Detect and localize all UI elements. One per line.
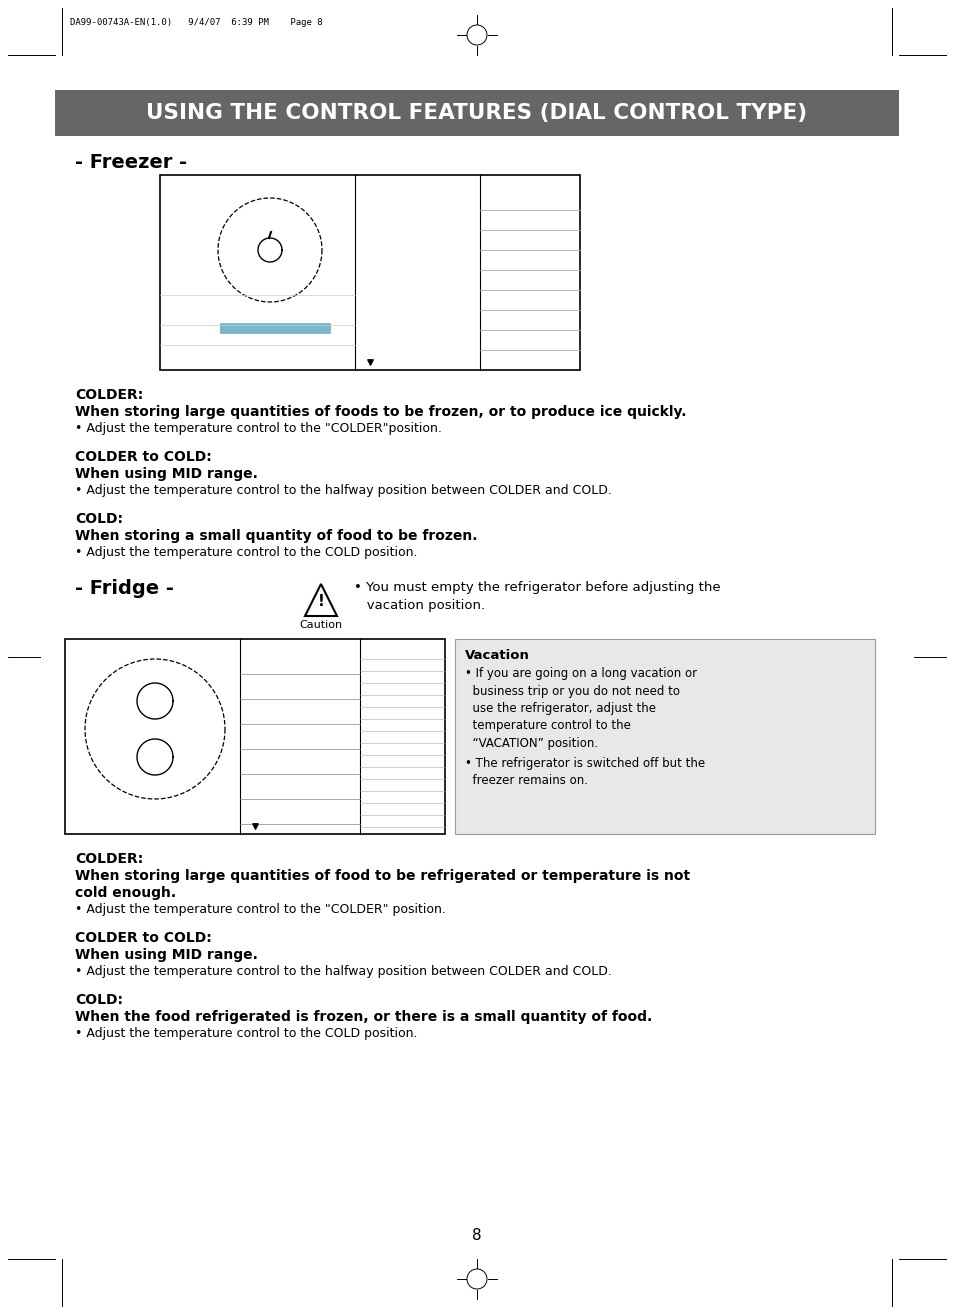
Bar xyxy=(160,175,579,371)
Text: COLDER to COLD:: COLDER to COLD: xyxy=(75,449,212,464)
Text: Caution: Caution xyxy=(299,620,342,629)
Text: COLD:: COLD: xyxy=(75,993,123,1007)
FancyBboxPatch shape xyxy=(55,89,898,137)
Text: When using MID range.: When using MID range. xyxy=(75,466,257,481)
Text: • Adjust the temperature control to the COLD position.: • Adjust the temperature control to the … xyxy=(75,547,417,558)
Text: USING THE CONTROL FEATURES (DIAL CONTROL TYPE): USING THE CONTROL FEATURES (DIAL CONTROL… xyxy=(146,102,807,124)
Text: COLD:: COLD: xyxy=(75,512,123,526)
FancyBboxPatch shape xyxy=(455,639,874,834)
Text: COLDER:: COLDER: xyxy=(75,851,143,866)
Text: COLDER to COLD:: COLDER to COLD: xyxy=(75,932,212,945)
Text: - Fridge -: - Fridge - xyxy=(75,579,173,598)
Text: • Adjust the temperature control to the halfway position between COLDER and COLD: • Adjust the temperature control to the … xyxy=(75,964,611,978)
Text: When the food refrigerated is frozen, or there is a small quantity of food.: When the food refrigerated is frozen, or… xyxy=(75,1010,652,1024)
Text: !: ! xyxy=(317,594,324,610)
Text: • Adjust the temperature control to the halfway position between COLDER and COLD: • Adjust the temperature control to the … xyxy=(75,484,611,497)
Text: - Freezer -: - Freezer - xyxy=(75,152,187,172)
Text: • If you are going on a long vacation or
  business trip or you do not need to
 : • If you are going on a long vacation or… xyxy=(464,668,697,750)
Text: When using MID range.: When using MID range. xyxy=(75,947,257,962)
Bar xyxy=(65,639,444,834)
Text: 8: 8 xyxy=(472,1229,481,1243)
Text: When storing a small quantity of food to be frozen.: When storing a small quantity of food to… xyxy=(75,530,477,543)
Text: • Adjust the temperature control to the "COLDER" position.: • Adjust the temperature control to the … xyxy=(75,903,445,916)
Point xyxy=(362,351,377,372)
Text: • You must empty the refrigerator before adjusting the
   vacation position.: • You must empty the refrigerator before… xyxy=(354,581,720,612)
FancyBboxPatch shape xyxy=(220,323,330,332)
Text: When storing large quantities of foods to be frozen, or to produce ice quickly.: When storing large quantities of foods t… xyxy=(75,405,686,419)
Text: Vacation: Vacation xyxy=(464,649,529,662)
Text: • The refrigerator is switched off but the
  freezer remains on.: • The refrigerator is switched off but t… xyxy=(464,757,704,787)
Point xyxy=(247,816,262,837)
Text: When storing large quantities of food to be refrigerated or temperature is not: When storing large quantities of food to… xyxy=(75,869,689,883)
Text: DA99-00743A-EN(1.0)   9/4/07  6:39 PM    Page 8: DA99-00743A-EN(1.0) 9/4/07 6:39 PM Page … xyxy=(70,18,322,28)
Text: • Adjust the temperature control to the "COLDER"position.: • Adjust the temperature control to the … xyxy=(75,422,441,435)
Text: cold enough.: cold enough. xyxy=(75,886,176,900)
Text: COLDER:: COLDER: xyxy=(75,388,143,402)
Text: • Adjust the temperature control to the COLD position.: • Adjust the temperature control to the … xyxy=(75,1028,417,1039)
